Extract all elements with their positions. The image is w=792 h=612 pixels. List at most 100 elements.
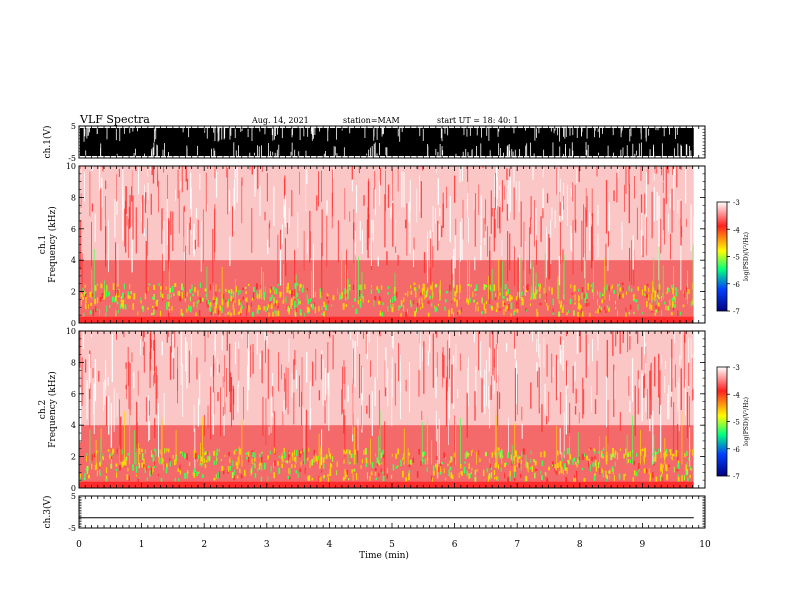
spectrogram-band-cell (101, 293, 104, 299)
spectrogram-spike (514, 423, 516, 465)
spectrogram-streak (384, 194, 386, 248)
spectrogram-band-cell (295, 470, 298, 474)
spectrogram-band-cell (165, 463, 167, 469)
spectrogram-band-cell (686, 469, 689, 475)
spectrogram-band-cell (89, 291, 92, 298)
ch1-waveform-gap (235, 150, 237, 156)
spectrogram-band-cell (689, 449, 691, 452)
spectrogram-band-cell (644, 452, 646, 457)
spectrogram-band-cell (230, 289, 233, 295)
spectrogram-streak (517, 257, 519, 310)
spectrogram-streak (136, 402, 138, 449)
spectrogram-band-cell (94, 285, 97, 291)
spectrogram-band-cell (648, 294, 650, 301)
spectrogram-band-cell (594, 456, 596, 459)
spectrogram-streak (303, 408, 305, 453)
spectrogram-band-cell (652, 472, 654, 478)
spectrogram-streak (436, 352, 438, 377)
spectrogram-band-cell (406, 309, 408, 314)
spectrogram-streak (163, 166, 165, 173)
spectrogram-band-cell (232, 307, 234, 310)
spectrogram-band-cell (230, 312, 232, 317)
ch1-waveform-gap (292, 128, 293, 136)
spectrogram-streak (668, 385, 670, 420)
colorbar-label: log(PSD)(V²/Hz) (743, 232, 750, 281)
spectrogram-streak (124, 200, 127, 253)
spectrogram-band-cell (379, 310, 381, 314)
spectrogram-band-cell (610, 453, 613, 461)
ch1-waveform-gap (100, 147, 101, 156)
spectrogram-streak (546, 193, 549, 204)
spectrogram-band-cell (113, 297, 115, 303)
spectrogram-band-cell (518, 463, 521, 468)
spectrogram-band-cell (504, 472, 506, 479)
ch1-waveform-gap (214, 150, 216, 156)
spectrogram-streak (423, 341, 425, 394)
ch1-waveform-gap (87, 128, 89, 136)
spectrogram-streak (196, 357, 198, 380)
spectrogram-streak (332, 167, 335, 179)
y-tick-label: 6 (71, 390, 76, 399)
spectrogram-band-cell (450, 472, 453, 479)
spectrogram-band-cell (584, 297, 587, 304)
spectrogram-band-cell (440, 462, 442, 469)
ch1-waveform-gap (132, 128, 134, 132)
spectrogram-band-cell (352, 474, 354, 481)
spectrogram-spike (161, 420, 163, 465)
spectrogram-streak (432, 333, 434, 388)
spectrogram-spike (577, 432, 579, 465)
ch1-waveform-gap (270, 151, 271, 156)
spectrogram-band-cell (99, 469, 101, 475)
spectrogram-band-cell (469, 297, 471, 303)
spectrogram-streak (150, 193, 152, 215)
spectrogram-band-cell (375, 453, 376, 457)
spectrogram-band-cell (178, 478, 180, 485)
spectrogram-band-cell (96, 462, 98, 470)
spectrogram-band-cell (380, 452, 382, 459)
spectrogram-band-cell (525, 307, 527, 312)
spectrogram-band-cell (132, 464, 134, 471)
ch1-waveform-gap (277, 128, 278, 135)
spectrogram-band-cell (229, 465, 232, 471)
spectrogram-band-cell (203, 452, 206, 456)
ch1-waveform-gap (565, 144, 566, 156)
spectrogram-band-cell (139, 448, 141, 455)
ch1-waveform-gap (503, 152, 504, 156)
spectrogram-band-cell (201, 462, 203, 467)
spectrogram-band-cell (216, 448, 219, 456)
spectrogram-band-cell (259, 307, 261, 310)
spectrogram-band-cell (672, 453, 675, 457)
spectrogram-band-cell (221, 306, 223, 313)
spectrogram-band-cell (376, 286, 379, 291)
spectrogram-streak (265, 332, 267, 341)
spectrogram-streak (566, 184, 568, 226)
spectrogram-band-cell (215, 474, 217, 479)
spectrogram-band-cell (218, 448, 220, 452)
spectrogram-band-cell (429, 295, 431, 299)
spectrogram-streak (315, 348, 317, 381)
spectrogram-streak (478, 184, 480, 215)
spectrogram-streak (530, 234, 532, 269)
spectrogram-band-cell (407, 291, 409, 297)
spectrogram-streak (445, 380, 448, 427)
spectrogram-streak (585, 334, 587, 378)
spectrogram-band-cell (121, 461, 124, 468)
spectrogram-streak (486, 360, 487, 407)
spectrogram-band-cell (413, 299, 415, 305)
ch1-waveform-gap (325, 150, 326, 156)
spectrogram-band-cell (682, 291, 685, 294)
spectrogram-streak (586, 326, 587, 331)
spectrogram-band-cell (627, 452, 630, 457)
spectrogram-streak (661, 166, 663, 169)
spectrogram-streak (374, 377, 376, 407)
ch1-waveform-gap (84, 128, 86, 137)
spectrogram-streak (480, 195, 482, 243)
spectrogram-band-cell (109, 452, 111, 457)
spectrogram-band-cell (520, 465, 522, 471)
spectrogram-streak (660, 405, 662, 453)
spectrogram-band-cell (319, 477, 322, 483)
spectrogram-streak (392, 202, 394, 247)
spectrogram-band-cell (365, 447, 367, 455)
spectrogram-band-cell (690, 300, 693, 307)
spectrogram-band-cell (365, 463, 368, 468)
